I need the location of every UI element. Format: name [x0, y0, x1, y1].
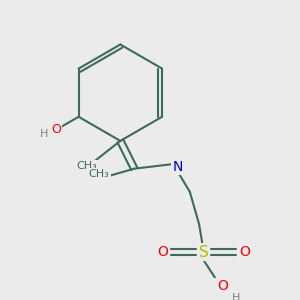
Text: S: S	[199, 244, 208, 260]
Text: O: O	[158, 245, 168, 259]
Text: O: O	[239, 245, 250, 259]
Text: O: O	[51, 123, 61, 136]
Text: H: H	[232, 293, 240, 300]
Text: N: N	[172, 160, 183, 174]
Text: CH₃: CH₃	[88, 169, 110, 179]
Text: CH₃: CH₃	[76, 161, 97, 171]
Text: H: H	[40, 129, 48, 140]
Text: O: O	[217, 279, 228, 293]
